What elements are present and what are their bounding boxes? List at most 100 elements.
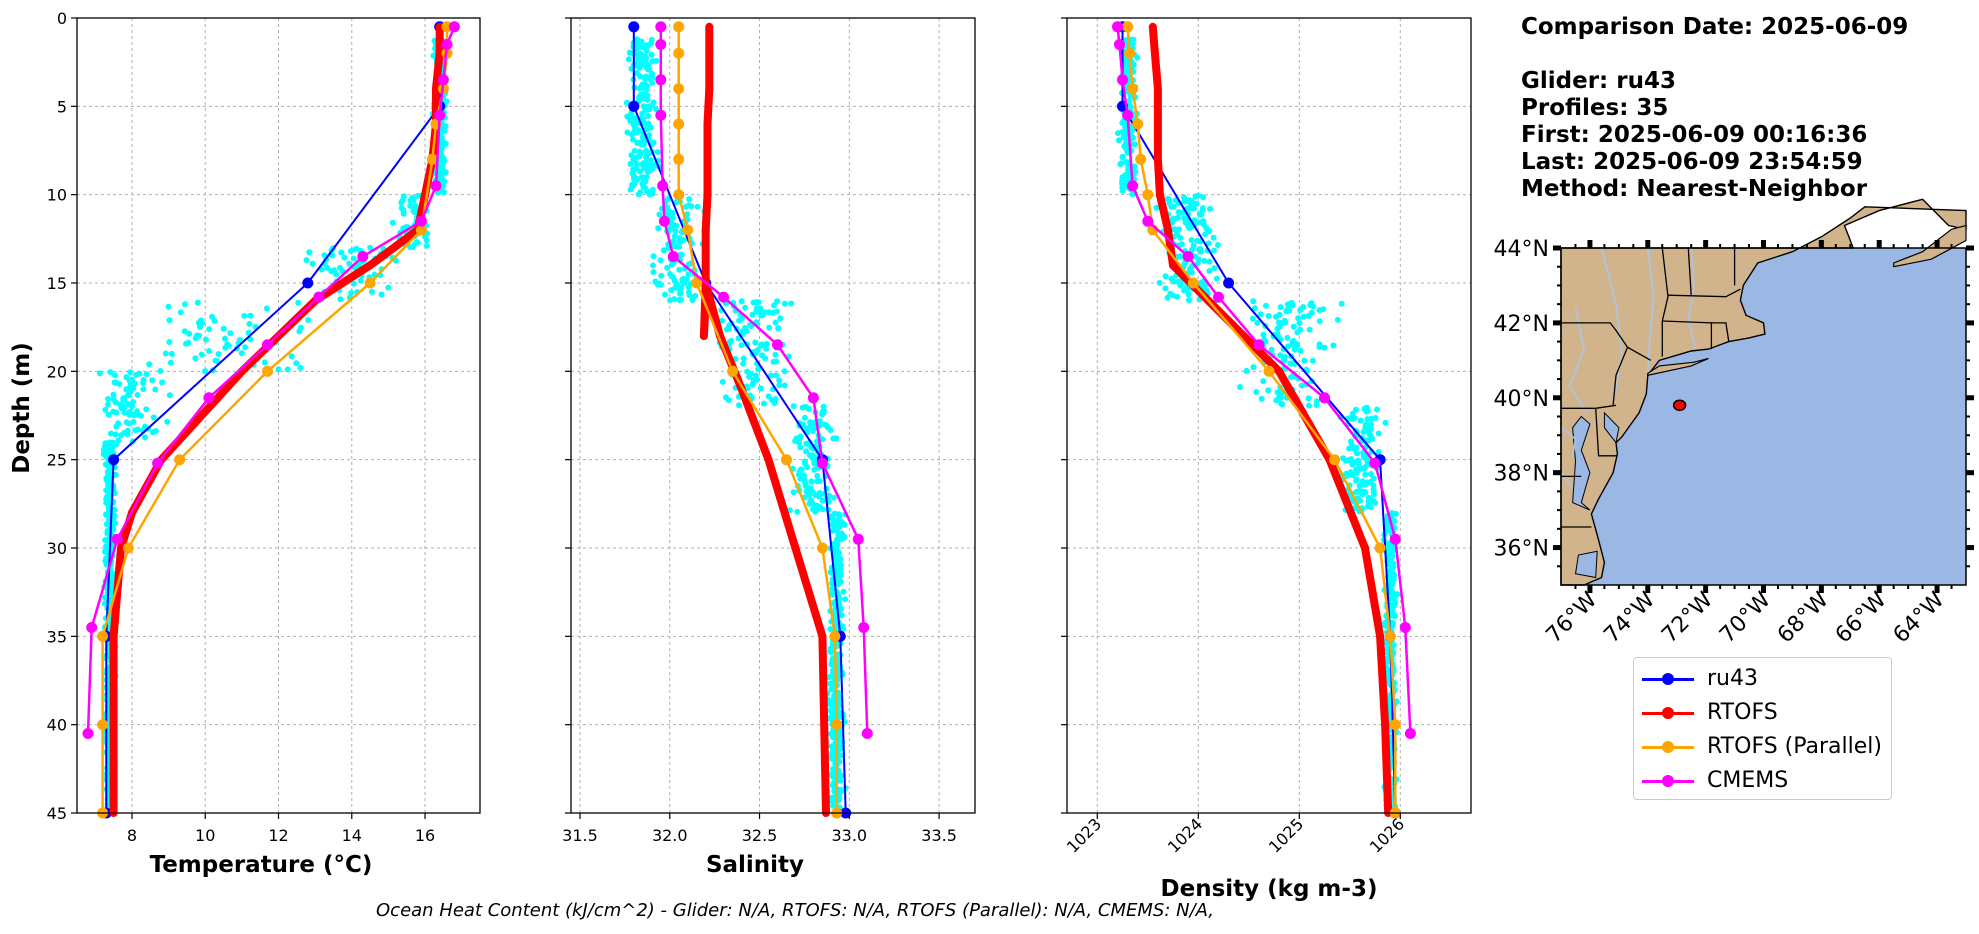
point-rtofs	[699, 332, 708, 340]
glider-point	[753, 305, 760, 312]
glider-point	[1351, 415, 1358, 421]
glider-point	[1211, 247, 1218, 254]
glider-point	[638, 38, 645, 45]
glider-point	[1334, 316, 1341, 323]
glider-point	[1181, 194, 1187, 201]
glider-point	[1268, 346, 1275, 353]
glider-point	[678, 296, 685, 303]
glider-point	[643, 187, 650, 194]
glider-point	[103, 487, 110, 494]
glider-point	[1195, 256, 1202, 263]
glider-point	[166, 317, 173, 324]
point-cmems	[1142, 215, 1154, 227]
point-cmems	[852, 533, 864, 545]
legend-marker-cmems	[1662, 775, 1674, 787]
x-tick-label: 33.0	[831, 826, 867, 845]
glider-point	[828, 771, 835, 778]
point-cmems	[807, 392, 819, 404]
glider-point	[636, 96, 643, 103]
glider-point	[1285, 343, 1292, 350]
glider-point	[115, 437, 122, 444]
glider-point	[760, 400, 767, 407]
glider-point	[827, 427, 834, 434]
glider-point	[1391, 602, 1398, 609]
map-lon-label: 66°W	[1831, 587, 1892, 648]
glider-point	[1320, 306, 1327, 313]
glider-point	[1116, 137, 1122, 144]
glider-point	[1365, 427, 1372, 434]
glider-point	[799, 404, 806, 411]
legend-item-rtofs-parallel: RTOFS (Parallel)	[1634, 732, 1891, 762]
map-border-11	[1612, 346, 1629, 406]
glider-point	[102, 406, 109, 413]
point-cmems	[658, 215, 670, 227]
glider-point	[641, 165, 648, 172]
glider-point	[816, 418, 823, 425]
glider-point	[350, 280, 357, 287]
glider-point	[152, 428, 159, 434]
glider-point	[127, 369, 134, 376]
glider-point	[759, 312, 766, 319]
point-rtofs-parallel	[97, 630, 109, 642]
glider-point	[1297, 307, 1304, 314]
point-rtofs-parallel	[682, 224, 694, 236]
glider-point	[1368, 415, 1375, 422]
point-cmems	[430, 180, 442, 192]
glider-point	[650, 253, 657, 260]
series-cmems-3	[1112, 21, 1416, 739]
glider-point	[665, 207, 672, 214]
point-cmems	[1112, 21, 1123, 33]
glider-point	[827, 626, 834, 632]
glider-point	[1353, 476, 1360, 483]
glider-point	[246, 320, 253, 327]
glider-point	[1279, 401, 1286, 408]
map-lon-label: 72°W	[1657, 587, 1718, 648]
glider-point	[719, 317, 725, 324]
point-rtofs	[1148, 22, 1157, 31]
x-tick-label: 8	[127, 826, 137, 845]
line-rtofs-parallel	[677, 26, 838, 813]
map-border-4	[1667, 288, 1741, 298]
point-rtofs	[1155, 190, 1164, 199]
glider-point	[1340, 455, 1347, 462]
first-time-text: First: 2025-06-09 00:16:36	[1521, 122, 1868, 148]
glider-point	[113, 379, 120, 386]
map-river-4	[1560, 427, 1577, 458]
glider-point	[1196, 246, 1203, 253]
glider-point	[400, 225, 407, 232]
glider-point	[346, 260, 353, 267]
glider-point	[672, 227, 679, 234]
glider-point	[837, 518, 844, 525]
glider-point	[1205, 240, 1212, 247]
glider-point	[637, 189, 644, 196]
point-rtofs-parallel	[1374, 542, 1386, 554]
glider-point	[1321, 344, 1328, 351]
glider-point	[134, 411, 141, 418]
glider-point	[1176, 226, 1182, 233]
glider-point	[162, 350, 169, 357]
glider-point	[1277, 304, 1284, 311]
glider-point	[1207, 205, 1213, 212]
glider-point	[794, 508, 801, 515]
legend-marker-ru43	[1662, 673, 1674, 685]
line-cmems	[1116, 26, 1412, 734]
glider-point	[1260, 378, 1267, 385]
glider-point	[222, 335, 228, 342]
glider-point	[1368, 421, 1374, 428]
point-rtofs-parallel	[364, 277, 376, 289]
glider-point	[768, 372, 774, 379]
glider-point	[631, 147, 638, 154]
glider-point	[777, 315, 784, 322]
x-tick-label: 33.5	[921, 826, 957, 845]
line-ru43	[105, 26, 441, 813]
point-rtofs-parallel	[426, 153, 438, 165]
glider-point	[1306, 326, 1313, 333]
glider-point	[1313, 398, 1320, 405]
glider-point	[284, 366, 291, 373]
point-rtofs-parallel	[1263, 365, 1275, 377]
map-lat-label: 36°N	[1494, 537, 1549, 562]
point-cmems	[1182, 251, 1194, 262]
glider-point	[105, 411, 112, 418]
glider-point	[750, 376, 757, 383]
glider-point	[263, 305, 270, 312]
